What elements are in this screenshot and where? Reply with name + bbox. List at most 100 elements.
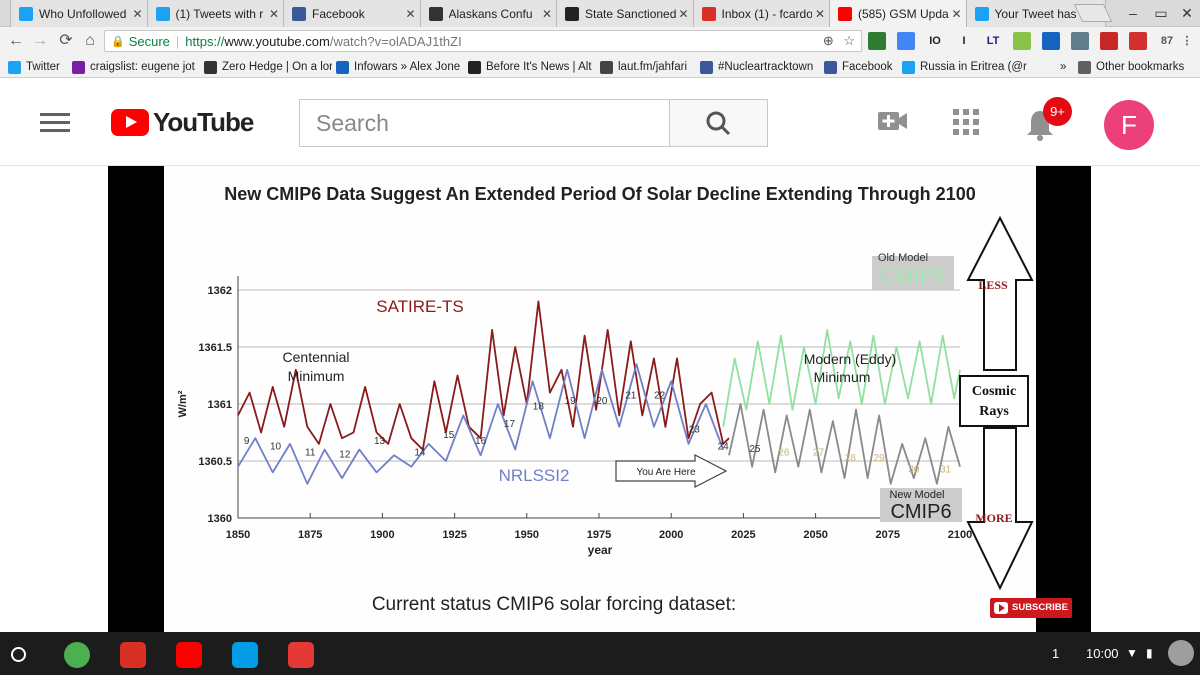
peace-icon bbox=[72, 60, 85, 74]
bookmark-item[interactable]: laut.fm/jahfari bbox=[600, 59, 696, 75]
launcher-icon[interactable] bbox=[11, 647, 26, 662]
extension-icon[interactable] bbox=[1071, 32, 1089, 50]
x-axis-label: year bbox=[588, 543, 613, 557]
browser-menu-icon[interactable]: ⋮ bbox=[1181, 35, 1193, 47]
twitter-icon bbox=[902, 60, 915, 74]
twitter-icon bbox=[974, 6, 989, 21]
tab-close-icon[interactable]: ✕ bbox=[951, 6, 962, 21]
reload-button[interactable]: ⟳ bbox=[59, 32, 73, 49]
tab-close-icon[interactable]: ✕ bbox=[132, 6, 143, 21]
wifi-icon[interactable]: ▼ bbox=[1126, 646, 1138, 660]
browser-tab[interactable]: Inbox (1) - fcardo ✕ bbox=[692, 0, 833, 27]
home-button[interactable]: ⌂ bbox=[85, 32, 95, 49]
extension-icon[interactable]: LT bbox=[986, 35, 1000, 47]
x-tick-label: 1975 bbox=[587, 529, 611, 541]
gmail-icon bbox=[701, 6, 716, 21]
notification-count[interactable]: 1 bbox=[1052, 646, 1060, 661]
y-tick-label: 1360 bbox=[208, 513, 232, 525]
other-bookmarks-folder[interactable]: Other bookmarks bbox=[1078, 59, 1184, 75]
extension-icon[interactable] bbox=[1042, 32, 1060, 50]
search-button[interactable] bbox=[669, 99, 768, 147]
extension-icon[interactable]: I bbox=[962, 35, 966, 47]
bookmark-item[interactable]: Facebook bbox=[824, 59, 898, 75]
chrome-icon[interactable] bbox=[64, 642, 90, 668]
zoom-icon[interactable]: ⊕ bbox=[822, 33, 834, 48]
tab-close-icon[interactable]: ✕ bbox=[268, 6, 280, 21]
video-frame[interactable]: New CMIP6 Data Suggest An Extended Perio… bbox=[164, 166, 1036, 632]
tab-close-icon[interactable]: ✕ bbox=[405, 6, 416, 21]
nrlssi-label: NRLSSI2 bbox=[499, 466, 570, 485]
browser-tab[interactable]: Alaskans Confu ✕ bbox=[419, 0, 560, 27]
centennial-minimum-label-2: Minimum bbox=[288, 368, 345, 384]
extension-icon[interactable]: IO bbox=[929, 35, 941, 47]
less-arrow bbox=[966, 215, 1034, 371]
x-tick-label: 2075 bbox=[876, 529, 900, 541]
back-button[interactable]: ← bbox=[8, 32, 24, 49]
bookmark-item[interactable]: #Nucleartracktown bbox=[700, 59, 820, 75]
browser-tab[interactable]: (585) GSM Upda ✕ bbox=[829, 0, 970, 27]
bookmark-item[interactable]: Twitter bbox=[8, 59, 68, 75]
bookmark-star-icon[interactable]: ☆ bbox=[843, 33, 855, 48]
tab-close-icon[interactable]: ✕ bbox=[678, 6, 689, 21]
bookmark-item[interactable]: Zero Hedge | On a lor bbox=[204, 59, 332, 75]
bookmark-label: craigslist: eugene jot bbox=[90, 61, 195, 73]
cmip5-label-box bbox=[872, 256, 954, 290]
you-are-here-label: You Are Here bbox=[636, 467, 696, 478]
avatar[interactable]: F bbox=[1104, 100, 1154, 150]
subscribe-button[interactable]: SUBSCRIBE bbox=[990, 598, 1072, 618]
news-icon bbox=[565, 6, 579, 21]
apps-grid-icon[interactable] bbox=[953, 109, 979, 135]
cycle-number-label: 16 bbox=[475, 436, 487, 447]
bookmark-label: Facebook bbox=[842, 61, 893, 73]
browser-tab[interactable]: Who Unfollowed ✕ bbox=[10, 0, 151, 27]
bookmarks-overflow-button[interactable]: » bbox=[1060, 61, 1067, 73]
menu-icon[interactable] bbox=[40, 113, 70, 133]
browser-tab[interactable]: (1) Tweets with r ✕ bbox=[146, 0, 287, 27]
cycle-number-label: 17 bbox=[504, 419, 516, 430]
youtube-play-icon bbox=[111, 109, 149, 136]
create-video-icon[interactable] bbox=[877, 109, 909, 135]
bookmark-item[interactable]: Infowars » Alex Jone bbox=[336, 59, 464, 75]
extension-icon[interactable] bbox=[868, 32, 886, 50]
bookmark-label: Infowars » Alex Jone bbox=[354, 61, 461, 73]
more-arrow bbox=[966, 427, 1034, 591]
extension-icon[interactable] bbox=[1013, 32, 1031, 50]
extension-icon[interactable] bbox=[897, 32, 915, 50]
user-avatar[interactable] bbox=[1168, 640, 1194, 666]
youtube-logo[interactable]: YouTube bbox=[111, 107, 254, 138]
forward-button[interactable]: → bbox=[32, 32, 48, 49]
youtube-icon bbox=[838, 6, 852, 21]
extension-icon[interactable] bbox=[1129, 32, 1147, 50]
battery-icon[interactable]: ▮ bbox=[1146, 646, 1153, 660]
cycle-number-label: 15 bbox=[443, 430, 455, 441]
cycle-number-label: 27 bbox=[813, 447, 825, 458]
search-input[interactable]: Search bbox=[299, 99, 670, 147]
bookmark-item[interactable]: Before It's News | Alt bbox=[468, 59, 596, 75]
window-maximize-button[interactable]: ▭ bbox=[1154, 5, 1168, 21]
cycle-number-label: 28 bbox=[845, 453, 857, 464]
y-tick-label: 1360.5 bbox=[198, 456, 232, 468]
window-minimize-button[interactable]: – bbox=[1129, 5, 1137, 21]
tab-close-icon[interactable]: ✕ bbox=[814, 6, 826, 21]
youtube-icon[interactable] bbox=[176, 642, 202, 668]
extension-icon[interactable]: 87 bbox=[1160, 35, 1174, 47]
cycle-number-label: 31 bbox=[940, 464, 952, 475]
address-bar[interactable]: 🔒 Secure | https://www.youtube.com/watch… bbox=[104, 30, 862, 52]
you-are-here-arrow bbox=[615, 454, 728, 488]
newsmax-icon[interactable] bbox=[288, 642, 314, 668]
cosmic-rays-label-2: Rays bbox=[979, 404, 1009, 419]
browser-tab[interactable]: State Sanctioned ✕ bbox=[556, 0, 697, 27]
new-model-label: New Model bbox=[889, 489, 944, 501]
tab-title: (1) Tweets with r bbox=[175, 6, 264, 21]
tab-close-icon[interactable]: ✕ bbox=[541, 6, 553, 21]
gmail-icon[interactable] bbox=[120, 642, 146, 668]
camera-icon[interactable] bbox=[232, 642, 258, 668]
bookmark-label: laut.fm/jahfari bbox=[618, 61, 688, 73]
bookmark-item[interactable]: Russia in Eritrea (@r bbox=[902, 59, 1032, 75]
browser-tab[interactable]: Facebook ✕ bbox=[283, 0, 424, 27]
cycle-number-label: 11 bbox=[305, 447, 316, 458]
clock[interactable]: 10:00 bbox=[1086, 646, 1119, 661]
extension-icon[interactable] bbox=[1100, 32, 1118, 50]
bookmark-item[interactable]: craigslist: eugene jot bbox=[72, 59, 200, 75]
window-close-button[interactable]: ✕ bbox=[1181, 5, 1193, 21]
